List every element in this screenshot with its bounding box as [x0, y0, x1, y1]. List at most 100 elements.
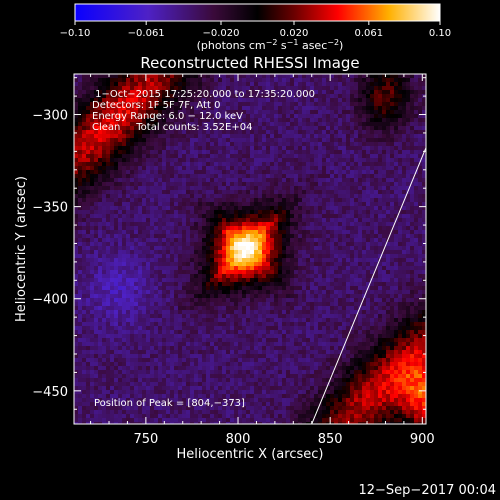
heatmap-cell [278, 246, 283, 251]
heatmap-cell [270, 150, 275, 155]
heatmap-cell [146, 226, 151, 231]
heatmap-cell [106, 150, 111, 155]
heatmap-cell [350, 74, 355, 79]
heatmap-cell [170, 162, 175, 167]
heatmap-cell [230, 114, 235, 119]
heatmap-cell [126, 102, 131, 107]
heatmap-cell [74, 98, 79, 103]
heatmap-cell [406, 262, 411, 267]
heatmap-cell [250, 214, 255, 219]
heatmap-cell [330, 102, 335, 107]
heatmap-cell [106, 282, 111, 287]
heatmap-cell [206, 90, 211, 95]
heatmap-cell [414, 206, 419, 211]
heatmap-cell [82, 130, 87, 135]
heatmap-cell [282, 106, 287, 111]
heatmap-cell [182, 298, 187, 303]
heatmap-cell [326, 238, 331, 243]
heatmap-cell [94, 286, 99, 291]
heatmap-cell [314, 290, 319, 295]
heatmap-cell [238, 230, 243, 235]
heatmap-cell [350, 258, 355, 263]
heatmap-cell [194, 78, 199, 83]
heatmap-cell [86, 290, 91, 295]
heatmap-cell [74, 158, 79, 163]
heatmap-cell [270, 118, 275, 123]
heatmap-cell [250, 78, 255, 83]
heatmap-cell [94, 118, 99, 123]
heatmap-cell [398, 146, 403, 151]
heatmap-cell [94, 274, 99, 279]
heatmap-cell [202, 258, 207, 263]
heatmap-cell [234, 154, 239, 159]
heatmap-cell [310, 74, 315, 79]
heatmap-cell [406, 130, 411, 135]
heatmap-cell [334, 198, 339, 203]
heatmap-cell [158, 218, 163, 223]
heatmap-cell [346, 174, 351, 179]
heatmap-cell [298, 182, 303, 187]
heatmap-cell [134, 134, 139, 139]
heatmap-cell [210, 170, 215, 175]
heatmap-cell [174, 158, 179, 163]
heatmap-cell [94, 126, 99, 131]
heatmap-cell [414, 102, 419, 107]
heatmap-cell [130, 258, 135, 263]
heatmap-cell [82, 282, 87, 287]
heatmap-cell [182, 146, 187, 151]
heatmap-cell [106, 122, 111, 127]
heatmap-cell [422, 134, 426, 139]
heatmap-cell [86, 258, 91, 263]
heatmap-cell [178, 218, 183, 223]
heatmap-cell [250, 194, 255, 199]
heatmap-cell [78, 102, 83, 107]
heatmap-cell [234, 294, 239, 299]
heatmap-cell [170, 178, 175, 183]
heatmap-cell [94, 154, 99, 159]
heatmap-cell [226, 178, 231, 183]
heatmap-cell [346, 282, 351, 287]
heatmap-cell [210, 218, 215, 223]
heatmap-cell [78, 94, 83, 99]
heatmap-cell [386, 114, 391, 119]
heatmap-cell [242, 94, 247, 99]
heatmap-cell [398, 202, 403, 207]
heatmap-cell [242, 158, 247, 163]
heatmap-cell [82, 274, 87, 279]
heatmap-cell [310, 270, 315, 275]
heatmap-cell [366, 198, 371, 203]
heatmap-cell [158, 158, 163, 163]
heatmap-cell [214, 110, 219, 115]
heatmap-cell [334, 246, 339, 251]
heatmap-cell [422, 226, 426, 231]
heatmap-cell [346, 154, 351, 159]
heatmap-cell [138, 282, 143, 287]
heatmap-cell [318, 98, 323, 103]
heatmap-cell [186, 154, 191, 159]
heatmap-cell [338, 162, 343, 167]
heatmap-cell [218, 246, 223, 251]
heatmap-cell [222, 246, 227, 251]
heatmap-cell [138, 238, 143, 243]
heatmap-cell [194, 142, 199, 147]
heatmap-cell [270, 98, 275, 103]
heatmap-cell [242, 142, 247, 147]
heatmap-cell [402, 266, 407, 271]
heatmap-cell [146, 214, 151, 219]
heatmap-cell [174, 258, 179, 263]
heatmap-cell [146, 270, 151, 275]
heatmap-cell [234, 266, 239, 271]
heatmap-cell [94, 202, 99, 207]
heatmap-cell [270, 294, 275, 299]
heatmap-cell [178, 162, 183, 167]
heatmap-cell [102, 166, 107, 171]
heatmap-cell [198, 282, 203, 287]
heatmap-cell [98, 254, 103, 259]
heatmap-cell [298, 246, 303, 251]
heatmap-cell [362, 206, 367, 211]
heatmap-cell [294, 86, 299, 91]
heatmap-cell [130, 254, 135, 259]
heatmap-cell [246, 98, 251, 103]
heatmap-cell [270, 186, 275, 191]
heatmap-cell [194, 226, 199, 231]
